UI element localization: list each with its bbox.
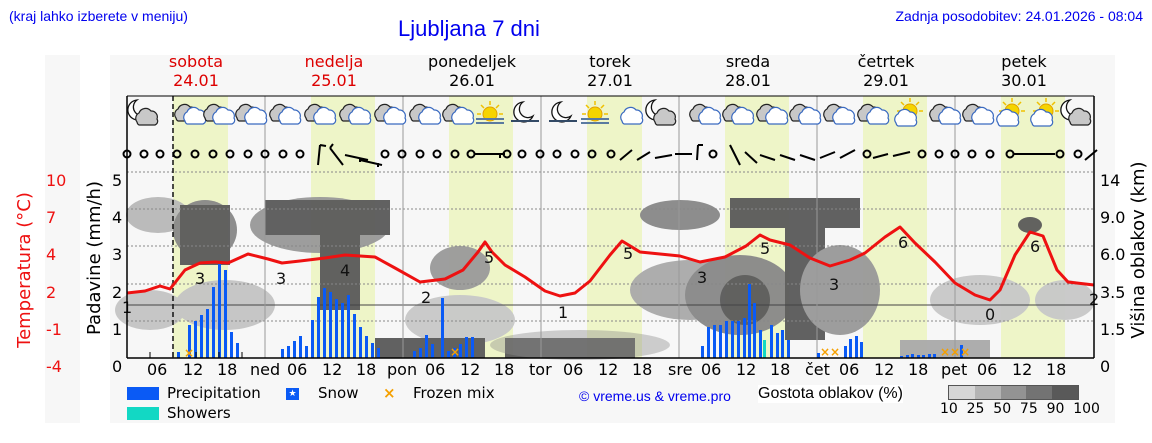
x-axis-ticks: 06 12 18 ned 06 12 18 pon 06 12 18 tor 0… bbox=[147, 360, 1067, 379]
cloud-height-axis-label: Višina oblakov (km) bbox=[1128, 161, 1149, 339]
day-header-sat: sobota 24.01 bbox=[168, 52, 224, 90]
grid-lines bbox=[127, 171, 1094, 322]
precipitation-swatch bbox=[127, 387, 159, 400]
svg-text:6: 6 bbox=[1030, 237, 1040, 256]
last-update: Zadnja posodobitev: 24.01.2026 - 08:04 bbox=[895, 8, 1143, 24]
svg-text:5: 5 bbox=[484, 248, 494, 267]
weather-icons-row bbox=[127, 97, 1092, 127]
location-menu-hint[interactable]: (kraj lahko izberete v meniju) bbox=[9, 8, 188, 24]
day-header-mon: ponedeljek 26.01 bbox=[428, 52, 516, 90]
svg-text:1: 1 bbox=[558, 303, 568, 322]
precip-axis-label: Padavine (mm/h) bbox=[84, 181, 105, 335]
snow-legend-label: Snow bbox=[318, 384, 359, 402]
svg-text:5: 5 bbox=[623, 244, 633, 263]
page-title: Ljubljana 7 dni bbox=[398, 16, 540, 41]
temp-axis-panel bbox=[45, 55, 80, 423]
svg-text:××: ×× bbox=[820, 345, 840, 359]
day-dividers bbox=[264, 96, 956, 358]
precipitation-legend-label: Precipitation bbox=[167, 384, 261, 402]
plot-area: ×× ××××× 1 3 3 4 2 5 1 5 3 5 3 6 0 6 2 bbox=[115, 95, 1099, 360]
svg-text:×: × bbox=[184, 346, 194, 360]
cloud-density-label: Gostota oblakov (%) bbox=[758, 385, 903, 403]
day-headers: sobota 24.01 nedelja 25.01 ponedeljek 26.01… bbox=[127, 52, 1094, 92]
svg-text:3: 3 bbox=[697, 268, 707, 287]
frozen-mix-markers: × × ×× ××× bbox=[184, 345, 970, 360]
temperature-line bbox=[126, 225, 1095, 302]
precip-bars bbox=[177, 264, 963, 358]
cloud-height-ticks: 14 9.0 6.0 3.5 1.5 0 bbox=[1100, 171, 1126, 377]
snow-star-icon: ★ bbox=[286, 388, 299, 400]
temp-axis-ticks: 10 7 4 2 -1 -4 bbox=[46, 171, 67, 377]
svg-text:3: 3 bbox=[276, 269, 286, 288]
day-header-tue: torek 27.01 bbox=[587, 52, 633, 90]
cloud-density-ticks: 10 25 50 75 90 100 bbox=[940, 401, 1100, 417]
day-header-sun: nedelja 25.01 bbox=[304, 52, 364, 90]
showers-swatch bbox=[127, 407, 159, 420]
frozen-mix-icon: × bbox=[383, 384, 396, 402]
svg-text:4: 4 bbox=[340, 261, 350, 280]
svg-text:×××: ××× bbox=[940, 345, 970, 359]
svg-text:6: 6 bbox=[898, 233, 908, 252]
x-minor-ticks bbox=[149, 352, 243, 358]
wind-row bbox=[122, 143, 1098, 167]
svg-text:3: 3 bbox=[829, 275, 839, 294]
showers-legend-label: Showers bbox=[167, 404, 231, 422]
svg-text:5: 5 bbox=[760, 239, 770, 258]
day-header-wed: sreda 28.01 bbox=[725, 52, 771, 90]
copyright-link[interactable]: © vreme.us & vreme.pro bbox=[579, 388, 731, 404]
svg-text:0: 0 bbox=[985, 305, 995, 324]
cloud-density-scale bbox=[948, 385, 1079, 400]
svg-text:×: × bbox=[450, 345, 460, 359]
showers-bar bbox=[763, 340, 766, 358]
temp-axis-label: Temperatura (°C) bbox=[14, 192, 35, 348]
day-header-fri: petek 30.01 bbox=[1001, 52, 1047, 90]
day-header-thu: četrtek 29.01 bbox=[857, 52, 915, 90]
svg-text:2: 2 bbox=[421, 288, 431, 307]
frozen-mix-legend-label: Frozen mix bbox=[413, 384, 495, 402]
cloud-density bbox=[115, 197, 1095, 360]
svg-text:3: 3 bbox=[195, 269, 205, 288]
